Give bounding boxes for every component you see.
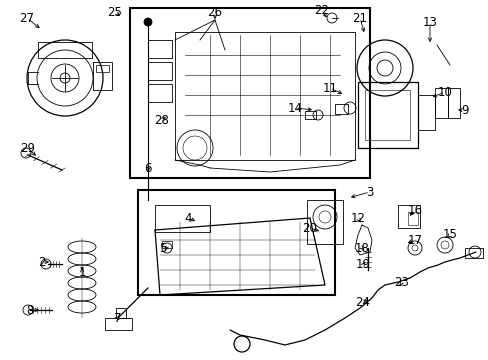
Bar (364, 90, 409, 140)
Text: 8: 8 (26, 303, 34, 316)
Text: 14: 14 (287, 102, 302, 114)
Text: 19: 19 (355, 258, 370, 271)
Bar (434, 88, 447, 118)
Text: 27: 27 (20, 12, 35, 24)
Text: 20: 20 (302, 221, 317, 234)
Bar (148, 40, 172, 58)
Text: 26: 26 (207, 5, 222, 18)
Bar (334, 104, 347, 114)
Bar (162, 241, 172, 248)
Bar (306, 200, 342, 244)
Bar (38, 42, 92, 58)
Bar (357, 82, 417, 148)
Text: 22: 22 (314, 4, 329, 17)
Text: 5: 5 (159, 242, 166, 255)
Bar (447, 88, 459, 118)
Text: 6: 6 (144, 162, 151, 175)
Text: 2: 2 (38, 256, 46, 269)
Bar (148, 84, 172, 102)
Text: 11: 11 (322, 81, 337, 94)
Text: 13: 13 (422, 15, 437, 28)
Text: 15: 15 (442, 229, 456, 242)
Text: 17: 17 (407, 234, 422, 247)
Text: 21: 21 (352, 12, 367, 24)
Text: 18: 18 (354, 242, 368, 255)
Text: 7: 7 (114, 311, 122, 324)
Bar (93, 62, 112, 90)
Bar (407, 212, 417, 225)
Bar (397, 205, 419, 228)
Text: 25: 25 (107, 5, 122, 18)
Bar (138, 190, 334, 295)
Bar (155, 205, 209, 232)
Text: 1: 1 (78, 266, 85, 279)
Bar (148, 62, 172, 80)
Text: 29: 29 (20, 141, 36, 154)
Text: 28: 28 (154, 113, 169, 126)
Circle shape (143, 18, 152, 26)
Text: 4: 4 (184, 211, 191, 225)
Bar (130, 8, 369, 178)
Text: 23: 23 (394, 275, 408, 288)
Text: 24: 24 (355, 296, 370, 309)
Bar (96, 65, 109, 72)
Text: 10: 10 (437, 85, 451, 99)
Bar (305, 111, 315, 119)
Text: 12: 12 (350, 211, 365, 225)
Text: 3: 3 (366, 185, 373, 198)
Bar (105, 318, 132, 330)
Text: 16: 16 (407, 203, 422, 216)
Bar (417, 95, 434, 130)
Text: 9: 9 (460, 104, 468, 117)
Bar (116, 308, 126, 318)
Bar (464, 248, 482, 258)
Bar (175, 32, 354, 160)
